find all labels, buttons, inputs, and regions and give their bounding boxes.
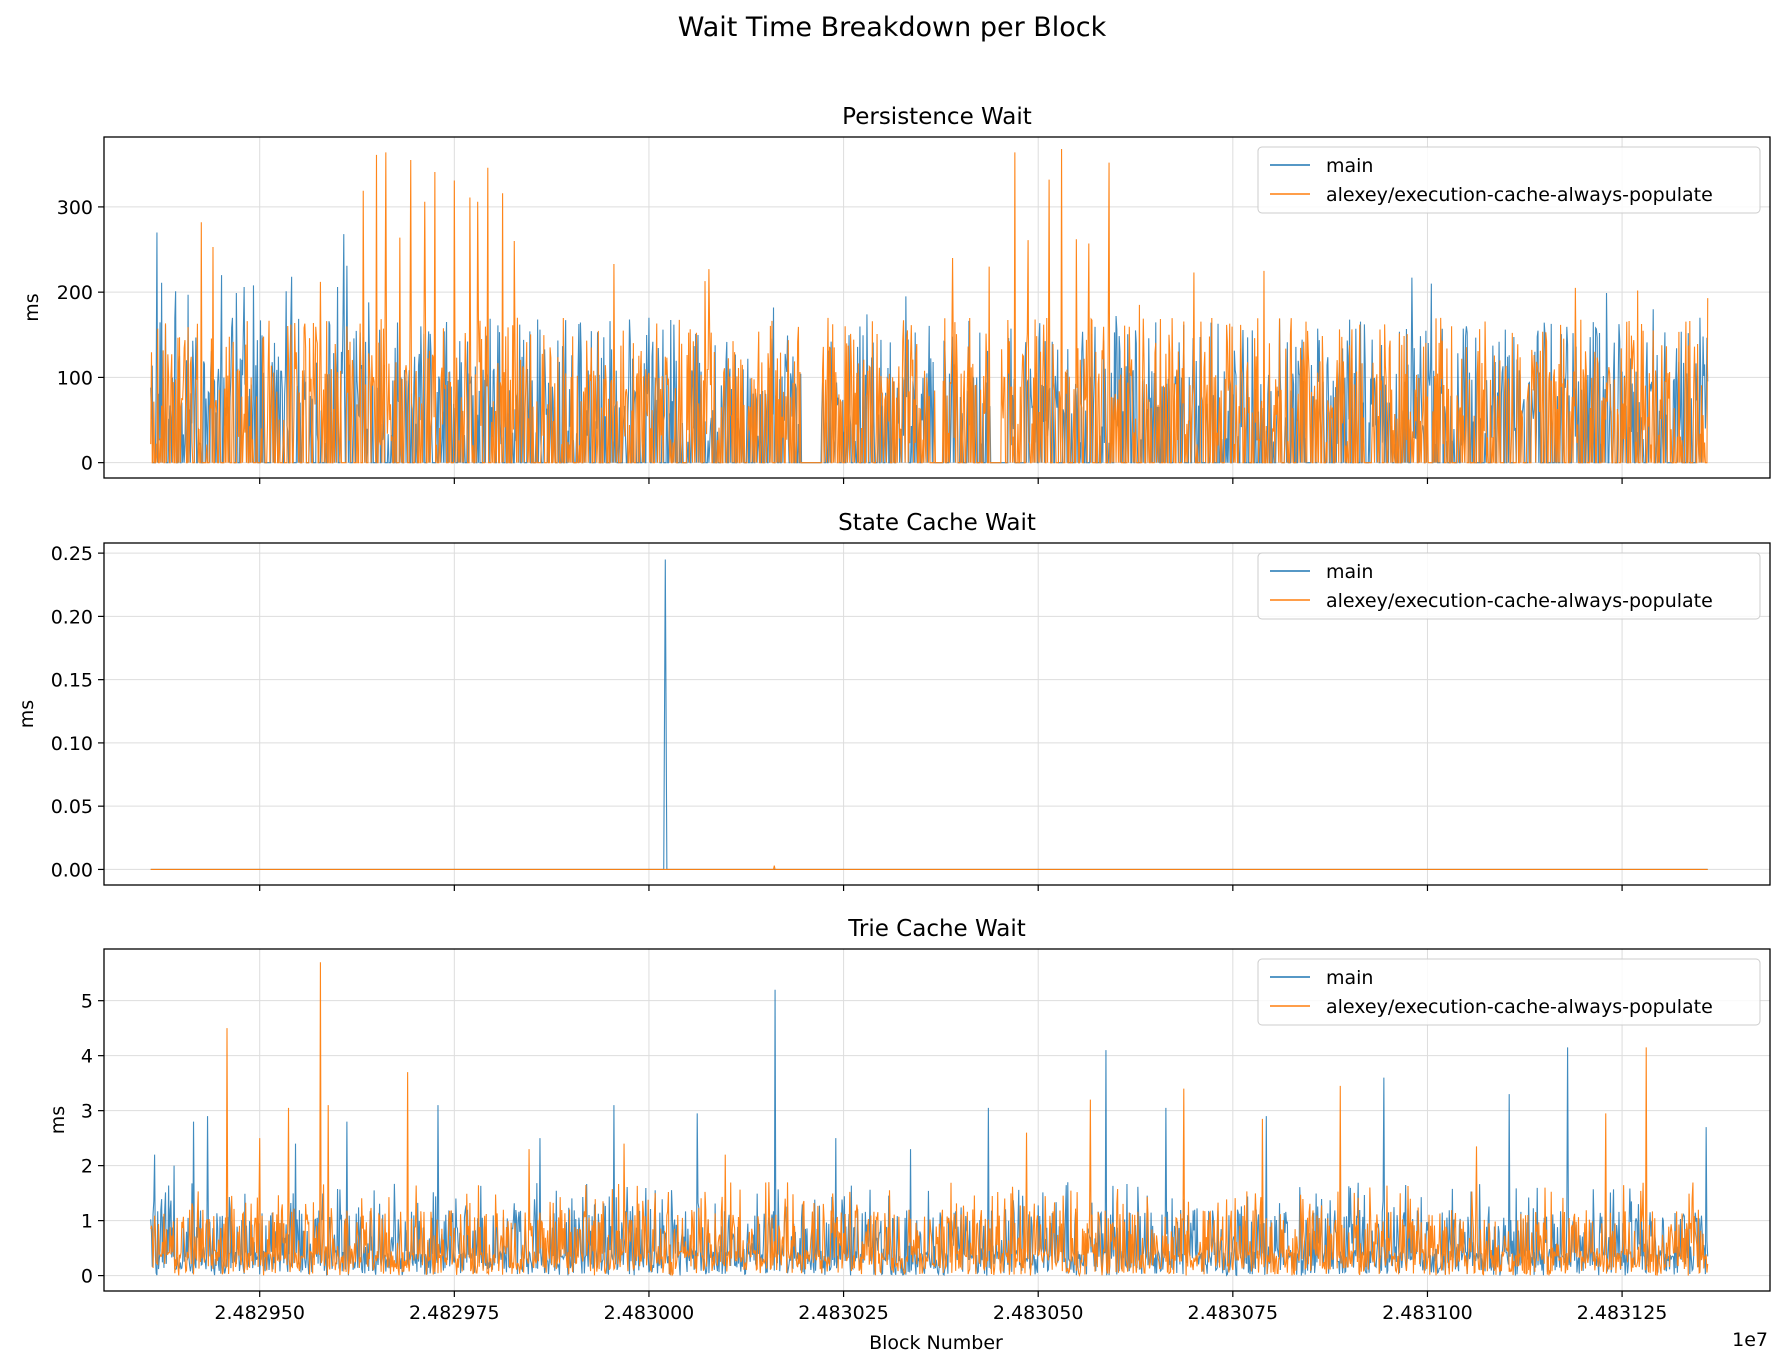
legend-label: main <box>1326 155 1373 177</box>
legend-label: main <box>1326 967 1373 989</box>
x-tick-label: 2.482975 <box>409 1302 500 1324</box>
y-tick-label: 200 <box>57 282 93 304</box>
legend-box <box>1257 146 1761 214</box>
y-tick-label: 0.25 <box>51 543 93 565</box>
y-axis-label: ms <box>21 293 43 321</box>
panel-title: State Cache Wait <box>838 510 1036 536</box>
figure-title: Wait Time Breakdown per Block <box>678 12 1107 43</box>
legend: main alexey/execution-cache-always-popula… <box>1257 958 1761 1026</box>
x-tick-label: 2.483050 <box>993 1302 1084 1324</box>
x-tick-label: 2.482950 <box>214 1302 305 1324</box>
y-tick-label: 0.15 <box>51 670 93 692</box>
x-tick-label: 2.483125 <box>1577 1302 1668 1324</box>
series-line-branch <box>150 962 1709 1278</box>
legend-label: alexey/execution-cache-always-populate <box>1326 996 1713 1018</box>
y-axis-label: ms <box>47 1106 69 1134</box>
x-tick-label: 2.483000 <box>604 1302 695 1324</box>
panel-title: Trie Cache Wait <box>847 916 1026 942</box>
legend-label: alexey/execution-cache-always-populate <box>1326 184 1713 206</box>
x-axis-label: Block Number <box>869 1332 1003 1354</box>
y-tick-label: 5 <box>81 991 93 1013</box>
plot-frame <box>103 948 1771 1292</box>
panel-3: 2.482950 2.482975 2.483000 2.483025 2.483050… <box>47 916 1771 1324</box>
y-tick-label: 100 <box>57 367 93 389</box>
legend-label: alexey/execution-cache-always-populate <box>1326 590 1713 612</box>
y-tick-label: 2 <box>81 1156 93 1178</box>
panel-2: 0.00 0.05 0.10 0.15 0.20 0.25 State Cache Wait… <box>16 510 1771 891</box>
x-tick-label: 2.483025 <box>798 1302 889 1324</box>
x-tick-label: 2.483075 <box>1187 1302 1278 1324</box>
panel-1: 0 100 200 300 Persistence Wait ms main alexey/e… <box>21 104 1771 484</box>
y-tick-label: 0.20 <box>51 606 93 628</box>
y-tick-label: 0 <box>81 1266 93 1288</box>
y-tick-label: 0.00 <box>51 859 93 881</box>
y-tick-label: 0.10 <box>51 733 93 755</box>
legend-box <box>1257 958 1761 1026</box>
y-tick-label: 1 <box>81 1211 93 1233</box>
y-tick-label: 0.05 <box>51 796 93 818</box>
chart-panels: 0 100 200 300 Persistence Wait ms main alexey/e… <box>16 104 1771 1324</box>
legend-label: main <box>1326 561 1373 583</box>
legend: main alexey/execution-cache-always-popula… <box>1257 552 1761 620</box>
series-line-branch <box>150 865 1708 870</box>
series-line-branch <box>150 148 1709 464</box>
y-tick-label: 0 <box>81 453 93 475</box>
y-tick-label: 4 <box>81 1046 93 1068</box>
panel-title: Persistence Wait <box>842 104 1032 130</box>
x-tick-label: 2.483100 <box>1382 1302 1473 1324</box>
legend-box <box>1257 552 1761 620</box>
plot-frame <box>103 136 1771 479</box>
y-tick-label: 300 <box>57 197 93 219</box>
legend: main alexey/execution-cache-always-popula… <box>1257 146 1761 214</box>
y-axis-label: ms <box>16 700 38 728</box>
plot-frame <box>103 542 1771 886</box>
x-offset-label: 1e7 <box>1732 1329 1768 1351</box>
y-tick-label: 3 <box>81 1101 93 1123</box>
